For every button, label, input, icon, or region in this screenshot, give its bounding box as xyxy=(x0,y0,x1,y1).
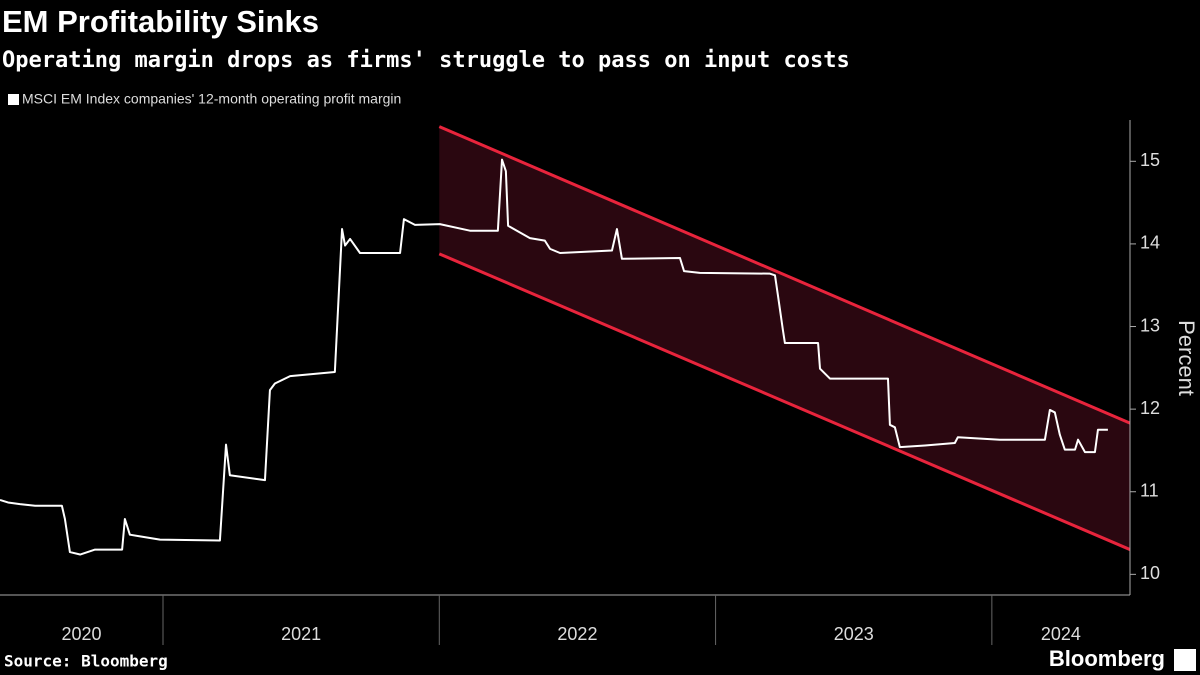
x-tick-label: 2022 xyxy=(557,624,597,644)
series-line xyxy=(0,158,1108,556)
brand-icon xyxy=(1174,649,1196,671)
channel-lower xyxy=(438,252,1131,551)
channel-upper xyxy=(438,125,1131,425)
y-axis-label: Percent xyxy=(1174,320,1199,396)
x-tick-label: 2024 xyxy=(1041,624,1081,644)
legend-label: MSCI EM Index companies' 12-month operat… xyxy=(22,91,401,107)
source: Source: Bloomberg xyxy=(4,652,168,671)
y-tick-label: 13 xyxy=(1140,315,1160,335)
legend-swatch xyxy=(8,94,19,105)
y-tick-label: 15 xyxy=(1140,150,1160,170)
y-tick-label: 12 xyxy=(1140,398,1160,418)
y-tick-label: 11 xyxy=(1140,480,1159,500)
chart-subtitle: Operating margin drops as firms' struggl… xyxy=(2,48,850,73)
y-tick-label: 14 xyxy=(1140,233,1160,253)
x-tick-label: 2020 xyxy=(61,624,101,644)
chart-title: EM Profitability Sinks xyxy=(2,4,319,39)
y-tick-label: 10 xyxy=(1140,563,1160,583)
x-tick-label: 2021 xyxy=(281,624,321,644)
x-tick-label: 2023 xyxy=(834,624,874,644)
brand: Bloomberg xyxy=(1049,646,1165,671)
